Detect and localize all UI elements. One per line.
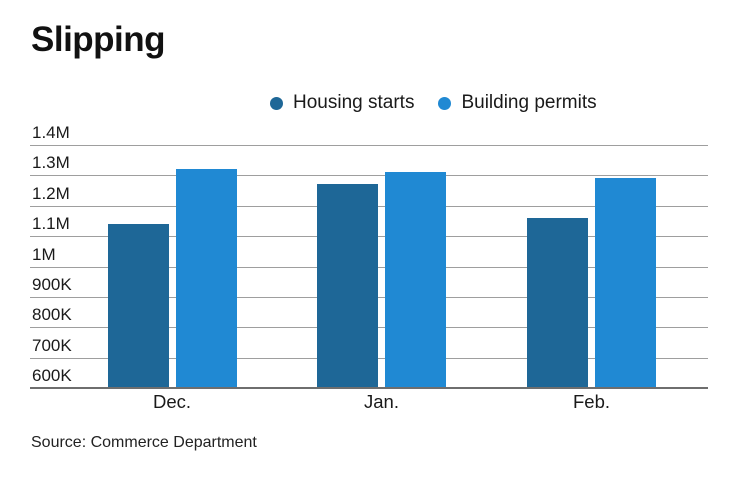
bar-building-permits-feb — [595, 178, 656, 388]
bar-housing-starts-jan — [317, 184, 378, 388]
legend-item-housing-starts: Housing starts — [270, 92, 414, 114]
legend-label-housing-starts: Housing starts — [293, 92, 415, 113]
bar-building-permits-dec — [175, 169, 237, 388]
legend-label-building-permits: Building permits — [461, 92, 597, 113]
bar-housing-starts-dec — [107, 223, 169, 388]
legend-item-building-permits: Building permits — [438, 92, 597, 114]
ytick-label-1-4m: 1.4M — [32, 123, 70, 142]
ytick-label-1-3m: 1.3M — [32, 153, 70, 173]
gridline-600k — [30, 387, 708, 389]
ytick-label-600k: 600K — [32, 366, 72, 385]
ytick-label-700k: 700K — [32, 335, 72, 355]
gridline-1-4m — [30, 145, 708, 146]
xtick-label-jan: Jan. — [364, 391, 399, 412]
gridline-1-3m — [30, 175, 708, 177]
xtick-label-feb: Feb. — [572, 391, 611, 412]
chart-legend: Housing starts Building permits — [270, 92, 597, 114]
bar-housing-starts-feb — [527, 217, 588, 388]
ytick-label-1-1m: 1.1M — [32, 214, 70, 234]
ytick-label-900k: 900K — [32, 274, 72, 294]
xtick-label-dec: Dec. — [152, 391, 192, 412]
bar-building-permits-jan — [385, 172, 446, 388]
building-permits-dot-icon — [438, 96, 452, 110]
page-title: Slipping — [31, 20, 166, 59]
housing-starts-dot-icon — [270, 96, 283, 110]
ytick-label-1m: 1M — [32, 244, 56, 264]
ytick-label-1-2m: 1.2M — [32, 183, 70, 203]
source-note: Source: Commerce Department — [31, 434, 257, 451]
ytick-label-800k: 800K — [32, 305, 72, 325]
